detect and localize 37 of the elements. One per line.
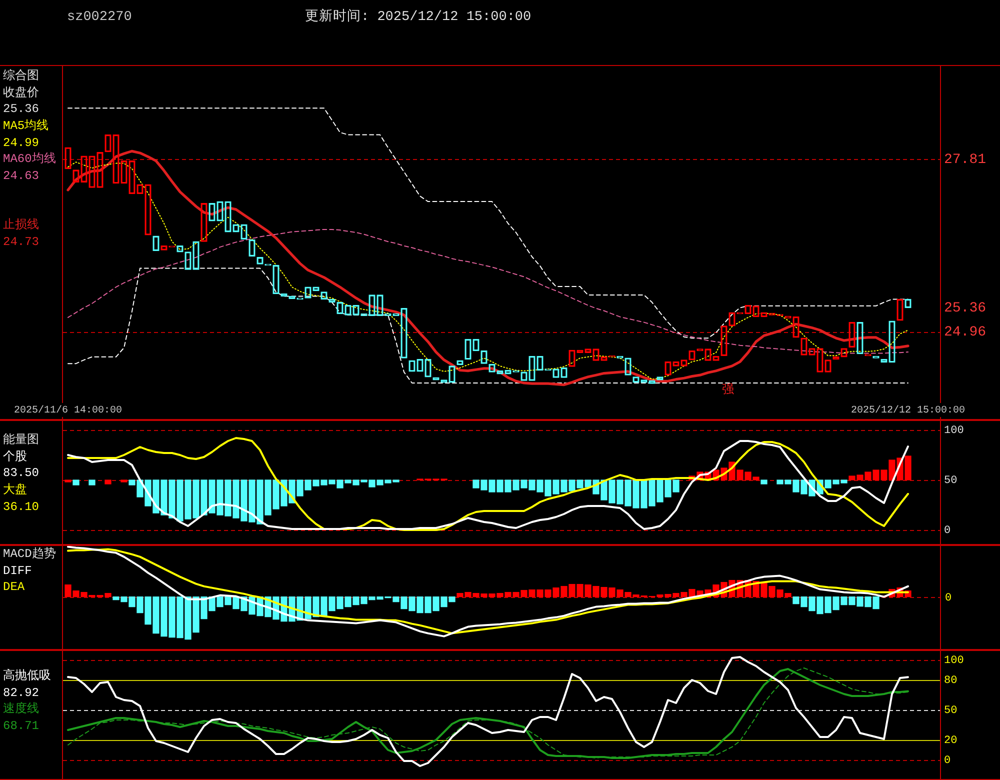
y-tick-label: 24.96 [944, 324, 986, 341]
text: 36.10 [3, 498, 40, 516]
chart-subtitle: 更新时间: 2025/12/12 15:00:00 [305, 10, 532, 26]
series-label: 高抛低吸 [3, 668, 51, 685]
text: DIFF [3, 562, 33, 580]
text: 速度线 [3, 701, 40, 718]
chart-title: sz002270 [67, 10, 132, 26]
y-tick-label: 80 [944, 674, 958, 687]
text: 83.50 [3, 465, 40, 482]
y-tick-label: 0 [944, 754, 951, 767]
y-tick-label: 0 [944, 524, 951, 537]
x-tick-label: 2025/11/6 14:00:00 [14, 404, 122, 417]
text: 综合图 [3, 68, 40, 85]
text: 收盘价 [3, 84, 40, 102]
y-tick-label: 27.81 [944, 152, 986, 168]
text: 25.36 [3, 101, 40, 118]
x-tick-label: 2025/12/12 15:00:00 [850, 404, 966, 417]
y-tick-label: 100 [944, 424, 964, 437]
text: 大盘 [3, 482, 28, 499]
text: 68.71 [3, 718, 40, 735]
y-tick-label: 50 [944, 474, 958, 487]
text: MA5均线 [3, 118, 50, 135]
text: DEA [3, 579, 26, 596]
text: 82.92 [3, 684, 40, 702]
text: 能量图 [3, 432, 40, 449]
text: 止损线 [3, 216, 40, 234]
annotation: 强 [722, 383, 734, 397]
y-tick-label: 20 [944, 734, 958, 747]
text: 24.99 [3, 134, 40, 152]
text: 24.73 [3, 234, 40, 250]
text: 24.63 [3, 168, 40, 185]
y-tick-label: 100 [944, 654, 964, 667]
y-tick-label: 50 [944, 704, 958, 717]
chart-title: MACD趋势 [3, 546, 56, 563]
y-tick-label: 25.36 [944, 300, 986, 316]
text: MA60均线 [3, 151, 56, 168]
text: 个股 [3, 448, 28, 466]
